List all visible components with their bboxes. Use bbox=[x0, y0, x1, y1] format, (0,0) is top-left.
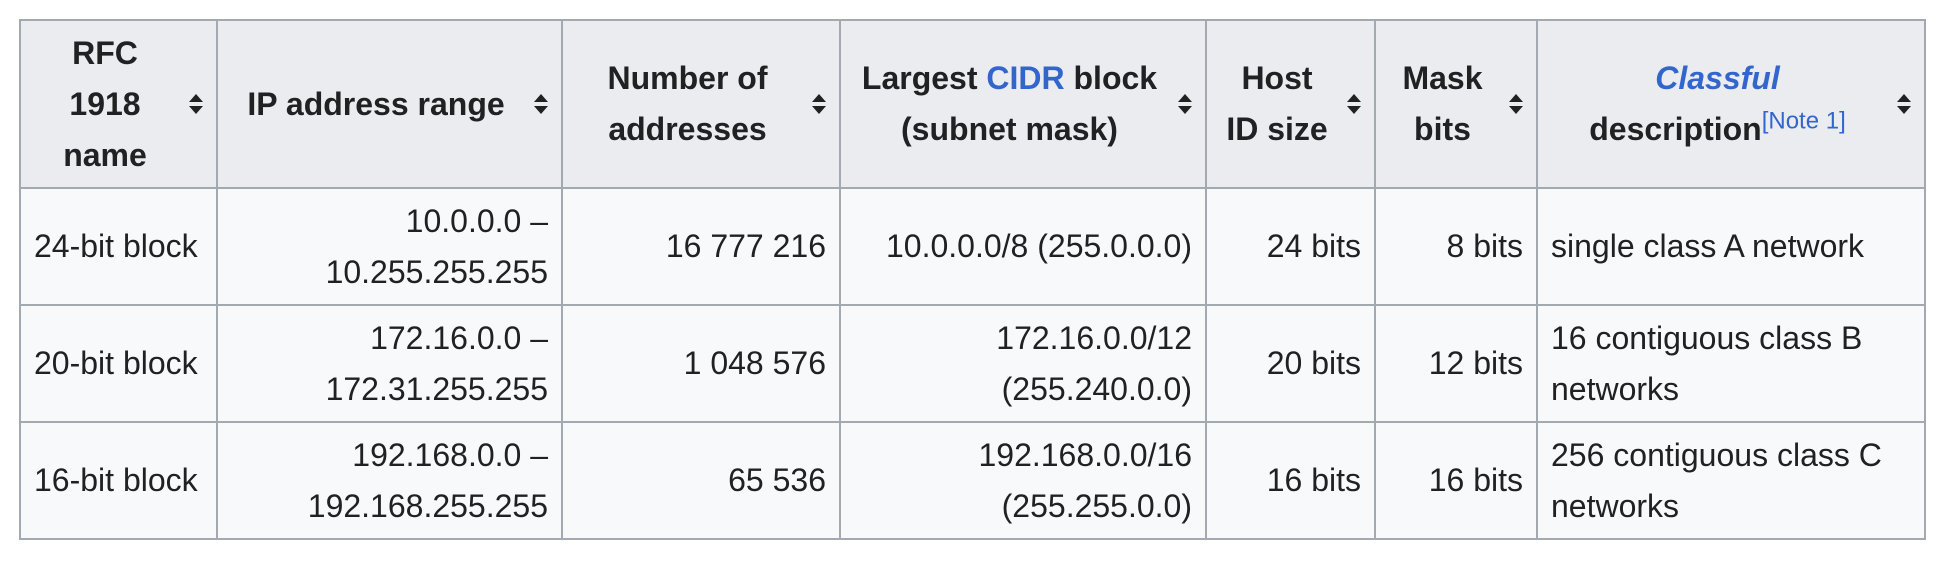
cell-rfc-name: 16-bit block bbox=[19, 421, 218, 540]
description-text: networks bbox=[1551, 487, 1680, 524]
note-1-link[interactable]: [Note 1] bbox=[1761, 107, 1846, 135]
range-end: 172.31.255.255 bbox=[325, 370, 548, 407]
cell-host-id-size: 24 bits bbox=[1205, 187, 1376, 306]
header-line: ID size bbox=[1226, 111, 1328, 147]
header-line: description bbox=[1589, 111, 1762, 147]
range-start: 192.168.0.0 – bbox=[352, 436, 548, 473]
header-line: Host bbox=[1241, 60, 1313, 96]
cidr-text: 192.168.0.0/16 bbox=[978, 436, 1192, 473]
cell-cidr-block: 10.0.0.0/8 (255.0.0.0) bbox=[839, 187, 1207, 306]
column-header-classful-description[interactable]: Classful description[Note 1] bbox=[1536, 19, 1926, 189]
column-header-address-count[interactable]: Number of addresses bbox=[561, 19, 841, 189]
sort-icon[interactable] bbox=[533, 93, 549, 115]
header-row: RFC 1918 name IP address range Number of… bbox=[19, 19, 1926, 189]
header-line: 1918 bbox=[69, 85, 141, 122]
header-line: RFC bbox=[72, 34, 138, 71]
subnet-mask-text: (255.240.0.0) bbox=[1001, 370, 1192, 407]
cell-address-count: 1 048 576 bbox=[561, 304, 841, 423]
header-line: Number of bbox=[607, 60, 768, 96]
header-text: Largest bbox=[861, 60, 987, 96]
range-start: 172.16.0.0 – bbox=[370, 319, 548, 356]
column-header-rfc-name[interactable]: RFC 1918 name bbox=[19, 19, 218, 189]
range-end: 192.168.255.255 bbox=[307, 487, 548, 524]
header-line: addresses bbox=[608, 111, 767, 147]
sort-icon[interactable] bbox=[1508, 93, 1524, 115]
cell-ip-range: 10.0.0.0 – 10.255.255.255 bbox=[216, 187, 563, 306]
cell-rfc-name: 20-bit block bbox=[19, 304, 218, 423]
cell-ip-range: 192.168.0.0 – 192.168.255.255 bbox=[216, 421, 563, 540]
classful-link[interactable]: Classful bbox=[1655, 60, 1780, 96]
cell-address-count: 16 777 216 bbox=[561, 187, 841, 306]
cell-host-id-size: 20 bits bbox=[1205, 304, 1376, 423]
table-row: 16-bit block 192.168.0.0 – 192.168.255.2… bbox=[19, 421, 1926, 540]
cell-classful-description: single class A network bbox=[1536, 187, 1926, 306]
cell-classful-description: 256 contiguous class C networks bbox=[1536, 421, 1926, 540]
sort-icon[interactable] bbox=[811, 93, 827, 115]
table-row: 20-bit block 172.16.0.0 – 172.31.255.255… bbox=[19, 304, 1926, 423]
range-start: 10.0.0.0 – bbox=[405, 202, 548, 239]
cidr-text: 10.0.0.0/8 (255.0.0.0) bbox=[886, 228, 1192, 264]
column-header-cidr-block[interactable]: Largest CIDR block (subnet mask) bbox=[839, 19, 1207, 189]
column-header-ip-range[interactable]: IP address range bbox=[216, 19, 563, 189]
header-line: Mask bbox=[1402, 60, 1483, 96]
table-row: 24-bit block 10.0.0.0 – 10.255.255.255 1… bbox=[19, 187, 1926, 306]
column-header-mask-bits[interactable]: Mask bits bbox=[1374, 19, 1538, 189]
sort-icon[interactable] bbox=[1346, 93, 1362, 115]
cell-classful-description: 16 contiguous class B networks bbox=[1536, 304, 1926, 423]
cell-mask-bits: 16 bits bbox=[1374, 421, 1538, 540]
description-text: 256 contiguous class C bbox=[1551, 436, 1882, 473]
header-text: block bbox=[1064, 60, 1158, 96]
cell-cidr-block: 192.168.0.0/16 (255.255.0.0) bbox=[839, 421, 1207, 540]
cell-mask-bits: 8 bits bbox=[1374, 187, 1538, 306]
cell-cidr-block: 172.16.0.0/12 (255.240.0.0) bbox=[839, 304, 1207, 423]
column-header-host-id-size[interactable]: Host ID size bbox=[1205, 19, 1376, 189]
description-text: networks bbox=[1551, 370, 1680, 407]
cell-address-count: 65 536 bbox=[561, 421, 841, 540]
header-line: bits bbox=[1414, 111, 1471, 147]
cell-host-id-size: 16 bits bbox=[1205, 421, 1376, 540]
cell-rfc-name: 24-bit block bbox=[19, 187, 218, 306]
cell-mask-bits: 12 bits bbox=[1374, 304, 1538, 423]
sort-icon[interactable] bbox=[1177, 93, 1193, 115]
cidr-link[interactable]: CIDR bbox=[986, 60, 1065, 96]
table-body: 24-bit block 10.0.0.0 – 10.255.255.255 1… bbox=[19, 187, 1926, 540]
rfc1918-table: RFC 1918 name IP address range Number of… bbox=[19, 19, 1926, 540]
table-header: RFC 1918 name IP address range Number of… bbox=[19, 19, 1926, 189]
description-text: 16 contiguous class B bbox=[1551, 319, 1863, 356]
sort-icon[interactable] bbox=[1896, 93, 1912, 115]
description-text: single class A network bbox=[1551, 228, 1865, 264]
cidr-text: 172.16.0.0/12 bbox=[996, 319, 1192, 356]
cell-ip-range: 172.16.0.0 – 172.31.255.255 bbox=[216, 304, 563, 423]
table-wrapper: RFC 1918 name IP address range Number of… bbox=[19, 19, 1926, 540]
sort-icon[interactable] bbox=[188, 93, 204, 115]
range-end: 10.255.255.255 bbox=[325, 253, 548, 290]
header-label: IP address range bbox=[247, 85, 505, 122]
header-line: name bbox=[63, 136, 147, 173]
subnet-mask-text: (255.255.0.0) bbox=[1001, 487, 1192, 524]
header-line: (subnet mask) bbox=[901, 111, 1118, 147]
